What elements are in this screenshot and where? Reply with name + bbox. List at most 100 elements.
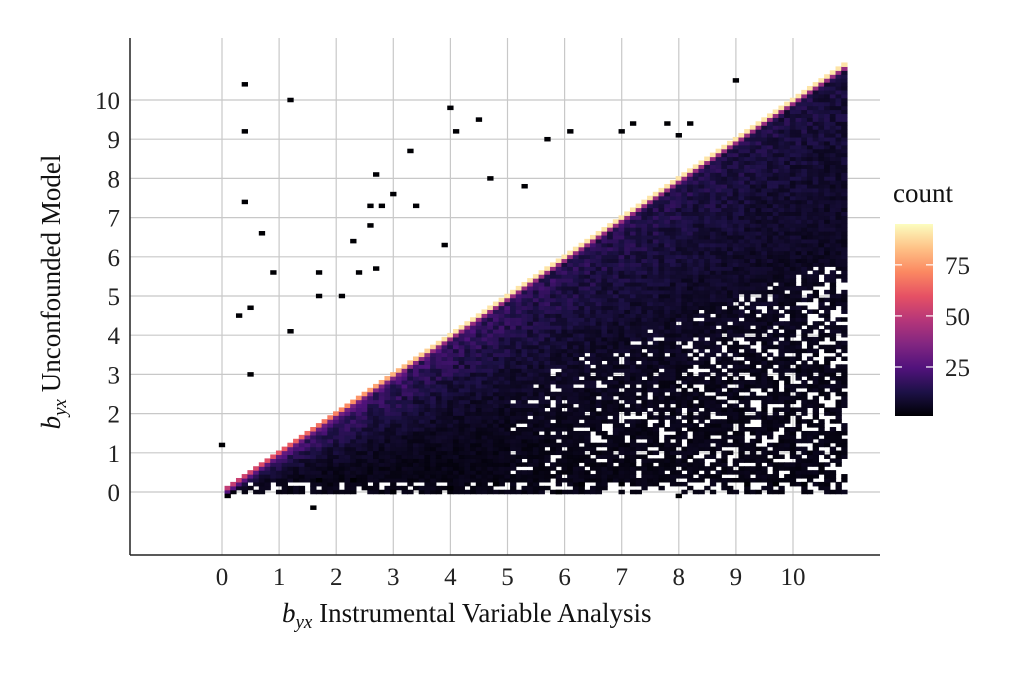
- heatmap-cell: [544, 387, 551, 393]
- heatmap-cell: [635, 219, 642, 224]
- heatmap-cell: [532, 434, 540, 440]
- heatmap-cell: [738, 140, 745, 146]
- heatmap-cell: [350, 446, 357, 452]
- heatmap-cell: [601, 391, 608, 397]
- heatmap-cell: [567, 325, 574, 330]
- heatmap-cell: [692, 289, 700, 295]
- heatmap-cell: [470, 458, 477, 463]
- heatmap-cell: [738, 242, 745, 248]
- heatmap-cell: [635, 423, 642, 428]
- heatmap-cell: [761, 136, 768, 142]
- heatmap-cell: [658, 293, 665, 299]
- heatmap-cell: [767, 168, 774, 173]
- heatmap-cell: [669, 352, 677, 358]
- heatmap-cell: [327, 430, 334, 436]
- heatmap-cell: [350, 407, 357, 412]
- heatmap-cell: [584, 289, 591, 295]
- heatmap-cell: [504, 301, 511, 307]
- heatmap-cell: [687, 278, 694, 283]
- heatmap-cell: [527, 485, 534, 491]
- heatmap-cell: [550, 340, 557, 346]
- heatmap-cell: [698, 250, 705, 256]
- heatmap-cell: [795, 364, 802, 369]
- heatmap-cell: [704, 442, 711, 448]
- heatmap-cell: [487, 348, 494, 354]
- heatmap-cell: [789, 223, 797, 228]
- heatmap-cell: [572, 297, 580, 303]
- heatmap-cell: [687, 403, 694, 409]
- heatmap-cell: [789, 466, 797, 471]
- heatmap-cell: [618, 289, 625, 295]
- heatmap-cell: [589, 297, 597, 303]
- heatmap-cell: [458, 474, 465, 479]
- heatmap-cell: [784, 415, 791, 420]
- heatmap-cell: [641, 477, 648, 483]
- heatmap-cell: [629, 356, 637, 361]
- heatmap-cell: [687, 281, 694, 287]
- heatmap-cell: [384, 391, 391, 397]
- heatmap-cell: [795, 383, 802, 389]
- heatmap-cell: [681, 219, 688, 224]
- heatmap-cell: [658, 419, 665, 424]
- heatmap-cell: [612, 348, 620, 354]
- heatmap-cell: [715, 234, 722, 240]
- heatmap-cell: [658, 258, 665, 263]
- heatmap-cell: [515, 336, 523, 342]
- heatmap-cell: [424, 442, 431, 448]
- heatmap-cell: [635, 297, 642, 303]
- heatmap-cell: [692, 297, 700, 303]
- heatmap-cell: [789, 274, 797, 279]
- heatmap-cell: [435, 379, 443, 385]
- heatmap-cell: [629, 281, 637, 287]
- heatmap-cell: [338, 477, 346, 483]
- heatmap-cell: [441, 379, 448, 385]
- heatmap-cell: [407, 372, 414, 377]
- heatmap-cell: [761, 266, 768, 271]
- heatmap-cell: [789, 234, 797, 240]
- heatmap-cell: [698, 474, 705, 479]
- heatmap-cell: [538, 383, 545, 389]
- heatmap-cell: [293, 470, 300, 475]
- heatmap-cell: [721, 372, 728, 377]
- heatmap-cell: [567, 368, 574, 373]
- heatmap-cell: [789, 133, 797, 138]
- heatmap-cell: [806, 477, 814, 483]
- heatmap-cell: [418, 489, 426, 495]
- heatmap-cell: [744, 238, 751, 244]
- heatmap-cell: [778, 176, 785, 181]
- heatmap-cell: [435, 474, 443, 479]
- heatmap-cell: [333, 434, 340, 440]
- heatmap-cell: [669, 246, 677, 252]
- heatmap-cell: [681, 368, 688, 373]
- heatmap-cell: [595, 360, 603, 365]
- heatmap-cell: [481, 376, 488, 381]
- heatmap-cell: [504, 391, 511, 397]
- heatmap-cell: [618, 434, 625, 440]
- heatmap-cell: [538, 274, 545, 279]
- heatmap-cell: [772, 344, 780, 350]
- heatmap-cell: [527, 383, 534, 389]
- heatmap-cell: [572, 246, 580, 252]
- heatmap-cell: [812, 423, 819, 428]
- heatmap-cell: [601, 321, 608, 326]
- heatmap-cell: [612, 266, 620, 271]
- heatmap-cell: [589, 336, 597, 342]
- heatmap-cell: [709, 340, 717, 346]
- heatmap-cell: [669, 376, 677, 381]
- heatmap-cell: [618, 317, 625, 322]
- heatmap-cell: [527, 446, 534, 452]
- heatmap-cell: [669, 423, 677, 428]
- heatmap-cell: [767, 450, 774, 456]
- heatmap-cell: [675, 403, 682, 409]
- heatmap-cell: [738, 309, 745, 314]
- heatmap-cell: [390, 407, 397, 412]
- heatmap-cell: [675, 199, 682, 205]
- heatmap-cell: [675, 176, 682, 181]
- heatmap-cell: [555, 415, 563, 420]
- heatmap-cell: [715, 183, 722, 189]
- heatmap-cell: [761, 336, 768, 342]
- heatmap-cell: [635, 266, 642, 271]
- heatmap-cell: [647, 430, 654, 436]
- heatmap-cell: [641, 352, 648, 358]
- heatmap-cell: [652, 477, 660, 483]
